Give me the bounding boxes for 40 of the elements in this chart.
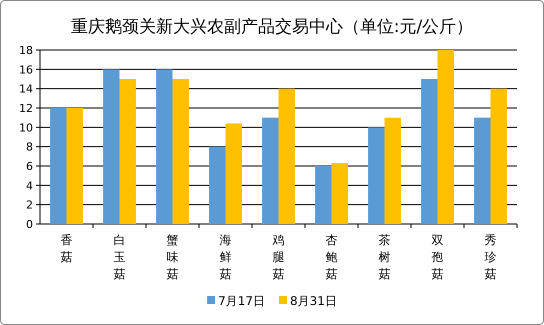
x-tick-label: 双孢菇	[432, 233, 444, 281]
bar	[421, 79, 438, 224]
bar	[66, 108, 83, 224]
bar	[156, 69, 172, 224]
x-tick-label: 香菇	[60, 233, 72, 264]
y-tick-label: 12	[19, 102, 33, 115]
x-tick-label: 杏鲍菇	[326, 233, 338, 281]
bar	[172, 79, 189, 224]
bar	[368, 127, 384, 224]
y-tick-label: 16	[19, 63, 33, 76]
legend-label: 8月31日	[290, 294, 337, 308]
legend-label: 7月17日	[218, 294, 265, 308]
x-tick-label: 茶树菇	[378, 233, 390, 281]
y-tick-label: 14	[19, 82, 33, 96]
y-tick-label: 8	[26, 140, 33, 154]
bar	[120, 79, 136, 224]
y-tick-label: 0	[26, 218, 33, 231]
y-tick-label: 10	[19, 121, 33, 134]
bar	[226, 123, 242, 224]
bar	[384, 118, 401, 224]
y-tick-label: 2	[26, 198, 33, 212]
chart-title: 重庆鹅颈关新大兴农副产品交易中心（单位:元/公斤）	[70, 17, 474, 37]
bar	[332, 163, 348, 224]
x-tick-label: 鸡腿菇	[272, 233, 284, 281]
bar	[278, 88, 295, 224]
bar	[474, 118, 490, 224]
bar	[209, 146, 226, 224]
bar	[50, 108, 66, 224]
y-tick-label: 4	[26, 179, 33, 192]
bar	[315, 166, 332, 224]
y-tick-label: 6	[26, 160, 33, 173]
bar	[490, 88, 507, 224]
x-tick-label: 蟹味菇	[166, 233, 178, 281]
bar	[262, 118, 278, 224]
x-tick-label: 白玉菇	[114, 233, 126, 281]
x-tick-label: 海鲜菇	[220, 233, 232, 281]
y-tick-label: 18	[19, 44, 33, 57]
bar	[103, 69, 120, 224]
x-tick-label: 秀珍菇	[484, 233, 496, 281]
bar	[438, 50, 454, 224]
